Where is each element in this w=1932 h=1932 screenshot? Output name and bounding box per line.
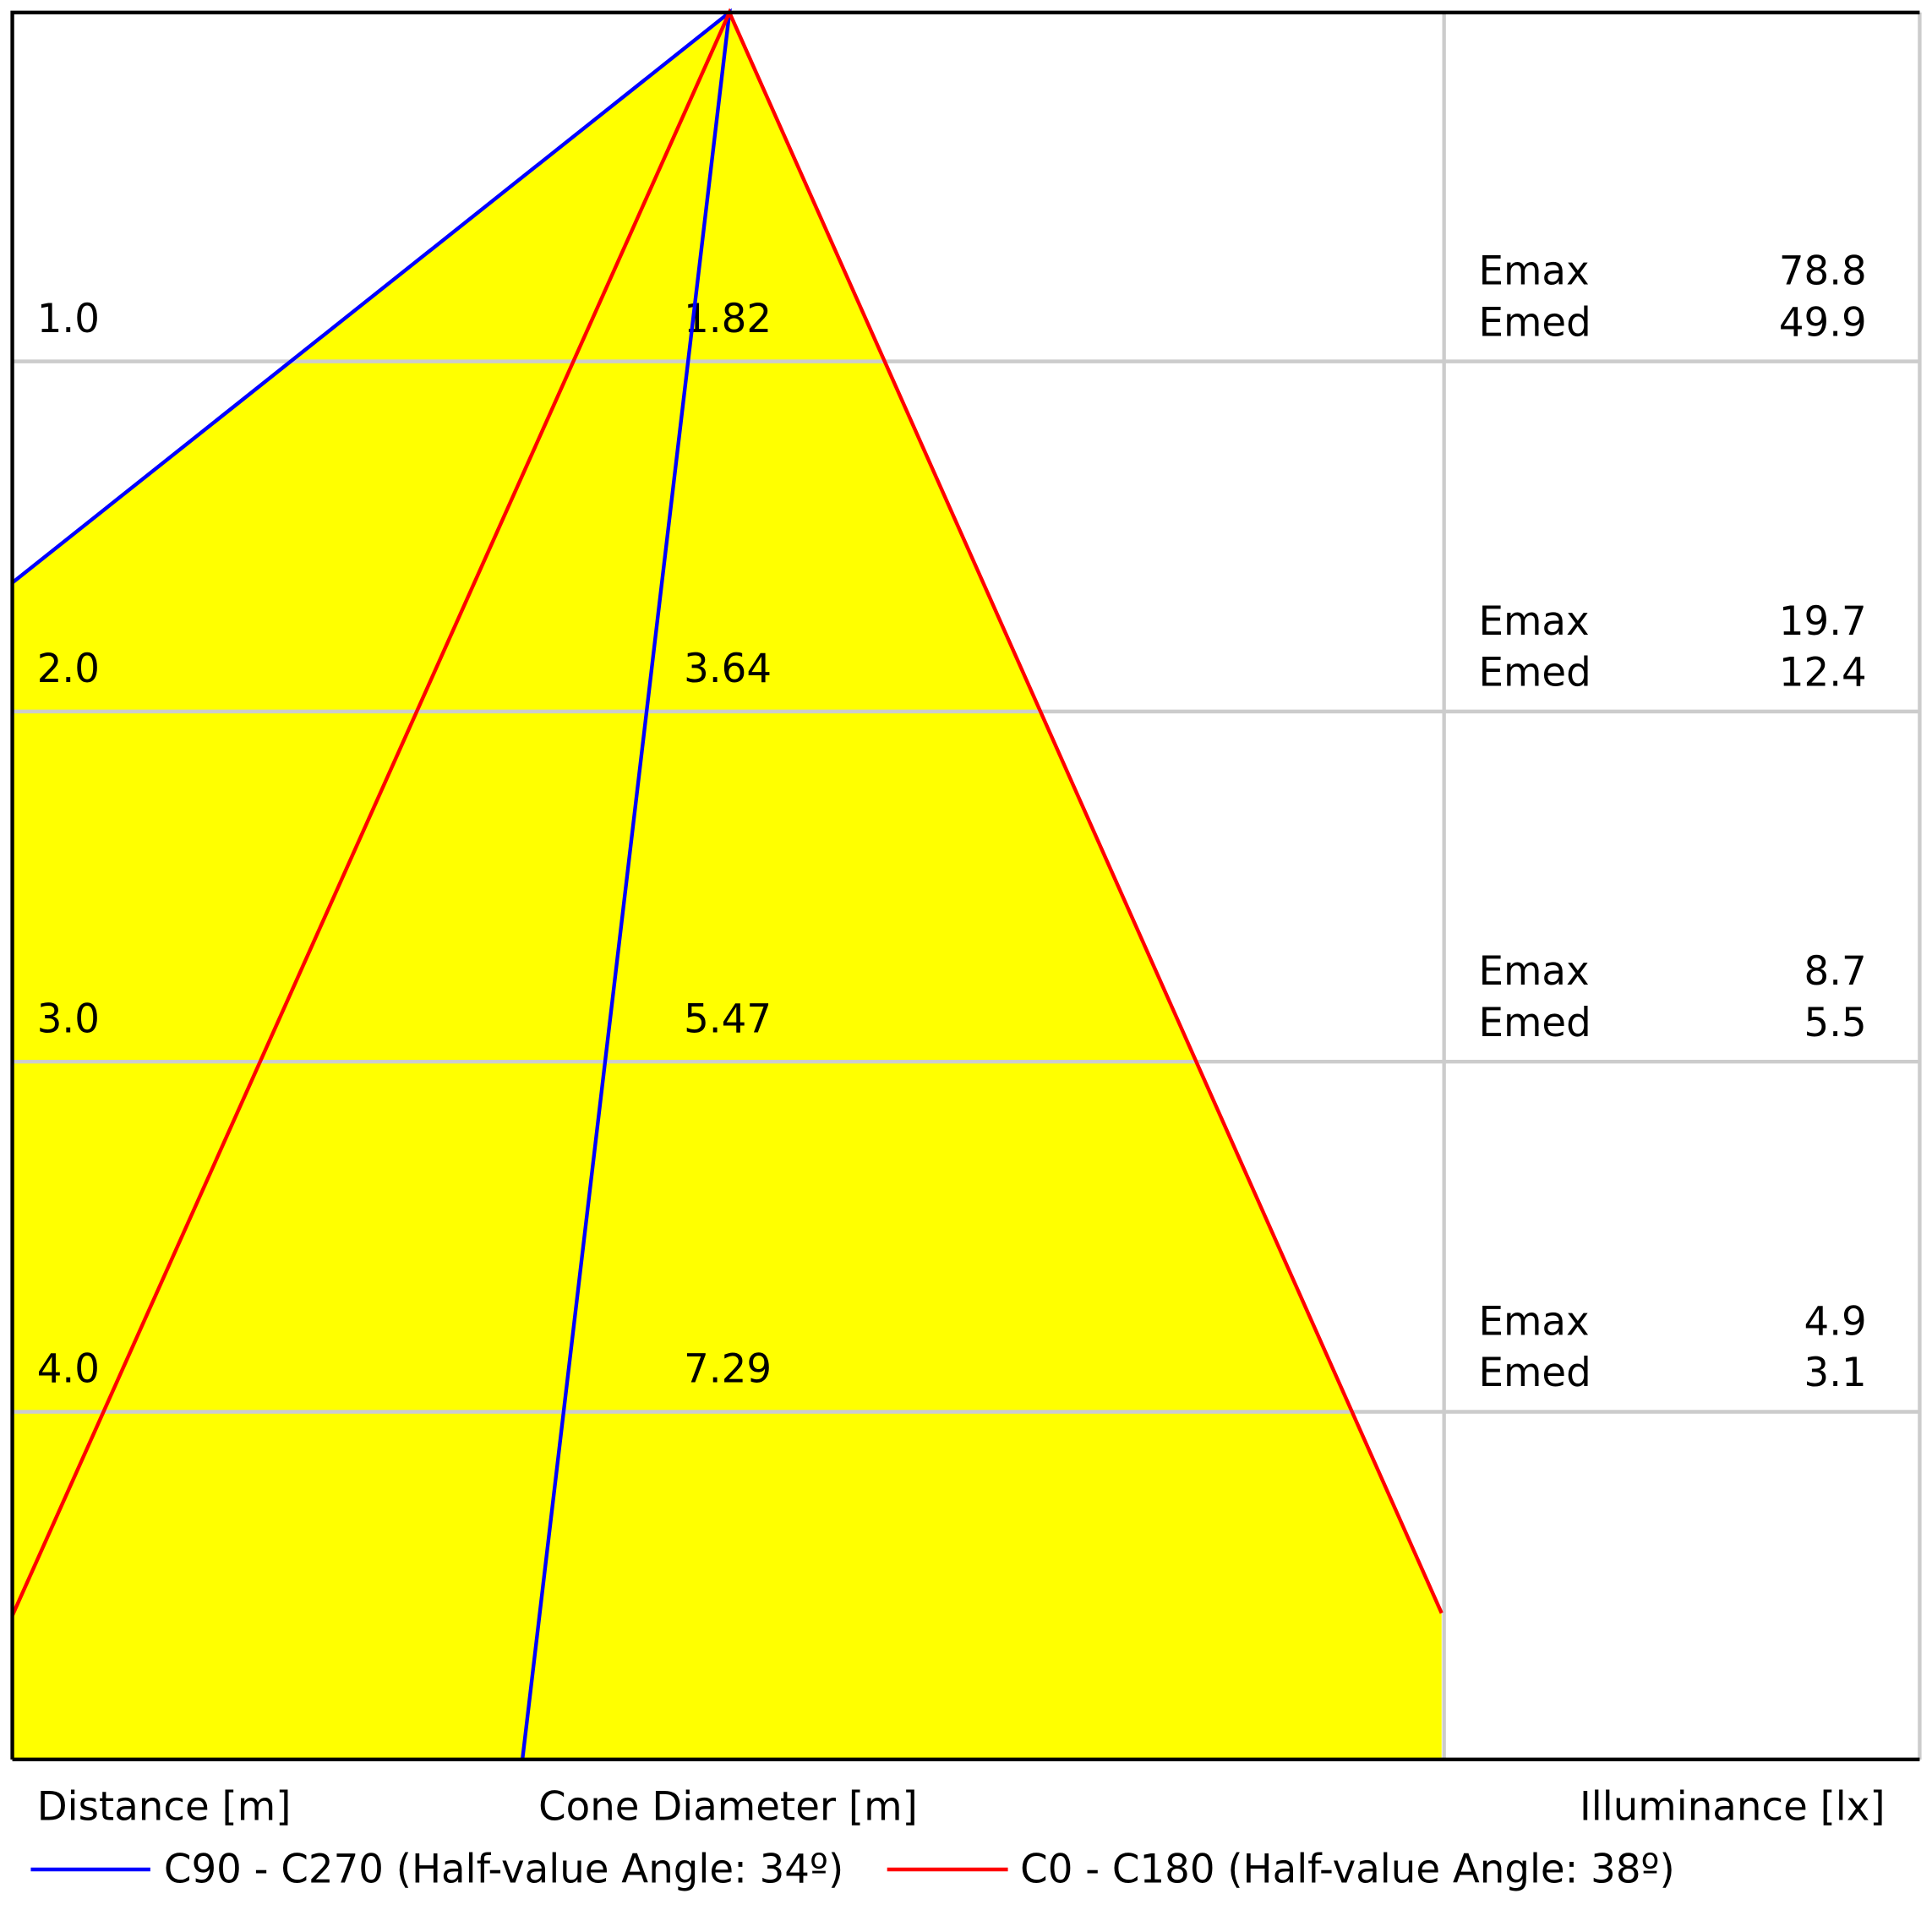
distance-label: 3.0 bbox=[37, 996, 100, 1042]
legend-label: C90 - C270 (Half-value Angle: 34º) bbox=[164, 1846, 843, 1892]
diameter-label: 3.64 bbox=[684, 646, 772, 692]
emax-name: Emax bbox=[1478, 1298, 1589, 1345]
emed-name: Emed bbox=[1478, 1000, 1591, 1046]
diameter-label: 1.82 bbox=[684, 296, 772, 342]
emax-name: Emax bbox=[1478, 948, 1589, 995]
emax-value: 4.9 bbox=[1804, 1298, 1867, 1345]
emed-name: Emed bbox=[1478, 299, 1591, 346]
cone-area bbox=[12, 12, 1442, 1760]
diameter-label: 7.29 bbox=[684, 1345, 772, 1392]
emed-name: Emed bbox=[1478, 649, 1591, 696]
legend-label: C0 - C180 (Half-value Angle: 38º) bbox=[1020, 1846, 1675, 1892]
emed-value: 3.1 bbox=[1804, 1350, 1867, 1396]
distance-label: 4.0 bbox=[37, 1345, 100, 1392]
diameter-label: 5.47 bbox=[684, 996, 772, 1042]
emax-value: 19.7 bbox=[1779, 598, 1867, 645]
border bbox=[10, 10, 1920, 1760]
emed-name: Emed bbox=[1478, 1350, 1591, 1396]
axis-label: Distance [m] bbox=[37, 1783, 292, 1830]
axis-label: Illuminance [lx] bbox=[1580, 1783, 1886, 1830]
distance-label: 1.0 bbox=[37, 296, 100, 342]
emax-value: 8.7 bbox=[1804, 948, 1867, 995]
emax-value: 78.8 bbox=[1779, 248, 1867, 294]
emed-value: 5.5 bbox=[1804, 1000, 1867, 1046]
emax-name: Emax bbox=[1478, 248, 1589, 294]
emed-value: 12.4 bbox=[1779, 649, 1867, 696]
distance-label: 2.0 bbox=[37, 646, 100, 692]
axis-label: Cone Diameter [m] bbox=[538, 1783, 918, 1830]
emax-name: Emax bbox=[1478, 598, 1589, 645]
emed-value: 49.9 bbox=[1779, 299, 1867, 346]
